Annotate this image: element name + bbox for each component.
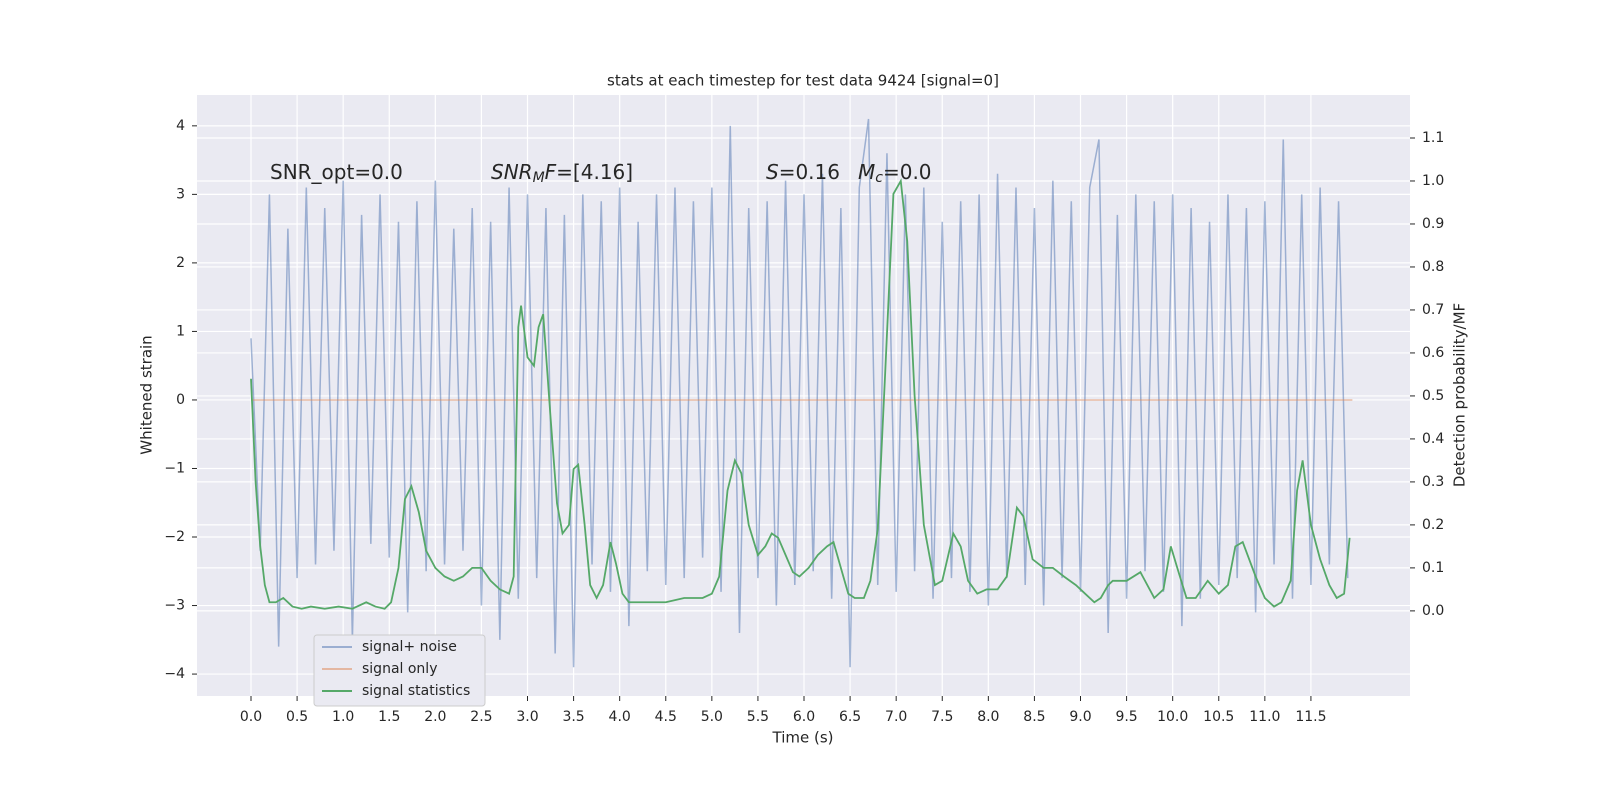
y2-tick-label: 0.6 [1422,345,1444,361]
y2-tick-label: 0.8 [1422,259,1444,275]
x-tick-label: 0.5 [286,709,308,725]
annotation: SNR_opt=0.0 [270,160,403,184]
x-tick-label: 1.0 [332,709,354,725]
y-tick-label: 4 [176,118,185,134]
series-line [250,178,1351,610]
y-tick-label: 0 [176,392,185,408]
x-tick-label: 0.0 [240,709,262,725]
annotation-part: M [858,160,875,184]
legend: signal+ noise signal only signal statistic… [313,634,486,707]
x-tick-label: 8.0 [977,709,999,725]
x-tick-label: 6.0 [793,709,815,725]
y2-tick-label: 0.2 [1422,517,1444,533]
y-tick-label: −1 [164,460,185,476]
annotation-part: c [875,170,883,186]
y-tick-label: 3 [176,186,185,202]
legend-label: signal+ noise [362,639,457,655]
x-tick-label: 7.5 [931,709,953,725]
y2-tick-label: 1.0 [1422,173,1444,189]
x-tick-label: 11.5 [1295,709,1326,725]
x-tick-label: 9.0 [1069,709,1091,725]
annotation-part: =0.16 [779,160,840,184]
x-tick-label: 9.5 [1115,709,1137,725]
x-tick-label: 10.0 [1157,709,1188,725]
y-tick-label: 2 [176,255,185,271]
y-tick-label: −4 [164,666,185,682]
y-tick-label: −2 [164,529,185,545]
annotation: Mc=0.0 [858,160,932,187]
legend-label: signal only [362,661,437,677]
x-tick-label: 2.0 [424,709,446,725]
x-tick-label: 3.5 [562,709,584,725]
series-line [250,118,1349,668]
annotation-part: SNR [491,160,533,184]
legend-box [313,634,486,707]
x-tick-label: 4.0 [609,709,631,725]
x-tick-label: 7.0 [885,709,907,725]
x-tick-label: 5.0 [701,709,723,725]
legend-label: signal statistics [362,683,470,699]
y2-tick-label: 0.7 [1422,302,1444,318]
x-tick-label: 8.5 [1023,709,1045,725]
annotation-part: F [545,160,557,184]
y2-tick-label: 0.4 [1422,431,1444,447]
x-tick-label: 1.5 [378,709,400,725]
y2-tick-label: 0.1 [1422,560,1444,576]
annotation: S=0.16 [766,160,840,184]
annotation-part: SNR_opt=0.0 [270,160,403,184]
y2-tick-label: 1.1 [1422,130,1444,146]
x-tick-label: 5.5 [747,709,769,725]
x-tick-label: 6.5 [839,709,861,725]
chart-title: stats at each timestep for test data 942… [607,72,999,90]
y-tick-label: −3 [164,598,185,614]
y-tick-label: 1 [176,323,185,339]
y2-axis-label: Detection probability/MF [1451,303,1469,487]
y2-tick-label: 0.0 [1422,603,1444,619]
marks [250,118,1353,668]
x-tick-label: 11.0 [1249,709,1280,725]
annotation-part: =[4.16] [556,160,633,184]
annotation: SNRMF=[4.16] [491,160,633,187]
annotation-part: =0.0 [883,160,932,184]
x-tick-label: 3.0 [516,709,538,725]
y2-tick-label: 0.3 [1422,474,1444,490]
y2-tick-label: 0.9 [1422,216,1444,232]
x-tick-label: 2.5 [470,709,492,725]
x-axis-label: Time (s) [772,729,834,747]
y-axis-label: Whitened strain [138,335,156,454]
x-tick-label: 10.5 [1203,709,1234,725]
annotation-part: M [533,170,545,186]
y2-tick-label: 0.5 [1422,388,1444,404]
x-tick-label: 4.5 [655,709,677,725]
labels: 0.0 0.5 1.0 1.5 2.0 2.5 3.0 3.5 4.0 4.5 5.0 5.5 6.0 6… [164,118,1444,725]
annotation-part: S [766,160,779,184]
